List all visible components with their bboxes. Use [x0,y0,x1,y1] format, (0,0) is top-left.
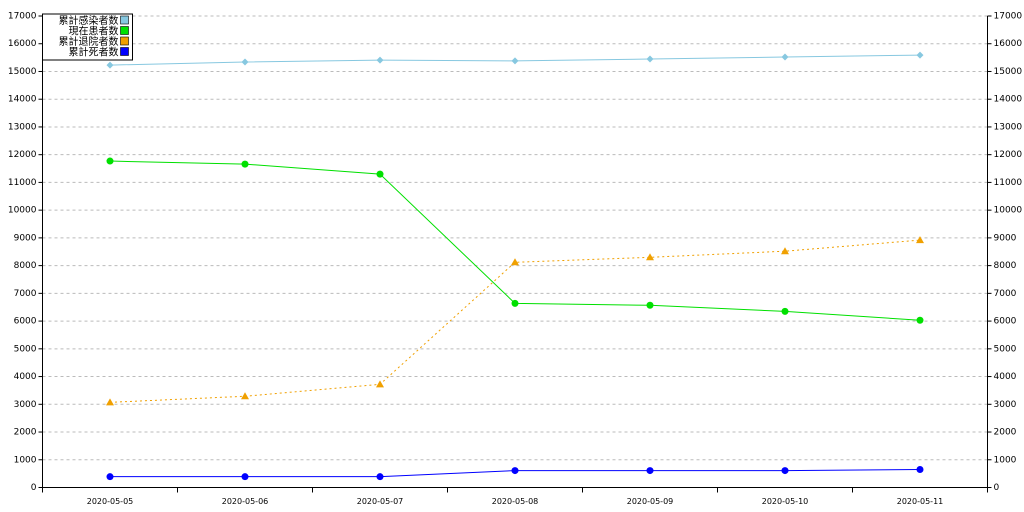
point [106,157,114,165]
x-tick-label: 2020-05-05 [87,497,134,506]
legend-swatch [120,36,129,46]
y2-tick-label: 8000 [994,261,1017,271]
y-tick-label: 17000 [8,12,37,22]
x-tick-label: 2020-05-07 [357,497,404,506]
point [376,56,384,64]
y2-tick-label: 1000 [994,455,1017,465]
point [106,473,114,481]
legend-label: 累計感染者数 [59,14,119,27]
y2-tick-label: 14000 [994,95,1023,105]
x-tick-label: 2020-05-06 [222,497,269,506]
point [511,258,519,266]
x-tick-label: 2020-05-11 [897,497,944,506]
y2-tick-label: 17000 [994,12,1023,22]
y-tick-label: 9000 [14,233,37,243]
y-tick-label: 8000 [14,261,37,271]
legend-swatch [120,47,129,56]
point [511,299,519,307]
point [646,467,654,475]
point [781,467,789,475]
y2-tick-label: 3000 [994,400,1017,410]
y2-tick-label: 13000 [994,122,1023,132]
legend-label: 累計死者数 [69,46,119,59]
y-tick-label: 4000 [14,372,37,382]
y2-tick-label: 12000 [994,150,1023,160]
y-tick-label: 13000 [8,122,37,132]
point [376,380,384,388]
y-tick-label: 10000 [8,206,37,216]
point [916,465,924,473]
x-tick-label: 2020-05-08 [492,497,539,506]
point [646,253,654,261]
x-tick-label: 2020-05-10 [762,497,809,506]
point [511,467,519,475]
y-tick-label: 6000 [14,317,37,327]
y-tick-label: 3000 [14,400,37,410]
x-tick-label: 2020-05-09 [627,497,674,506]
point [241,392,249,400]
legend-swatch [120,26,129,35]
point [916,316,924,324]
y-tick-label: 11000 [8,178,37,188]
y-tick-label: 12000 [8,150,37,160]
y-tick-label: 5000 [14,344,37,354]
y2-tick-label: 5000 [994,344,1017,354]
legend-box [42,13,133,61]
legend-label: 現在患者数 [69,25,119,38]
line [109,160,921,321]
y2-tick-label: 6000 [994,317,1017,327]
point [376,473,384,481]
y2-tick-label: 0 [994,483,1000,493]
y-tick-label: 15000 [8,67,37,77]
y2-tick-label: 7000 [994,289,1017,299]
point [646,55,654,63]
point [781,307,789,315]
point [376,170,384,178]
y2-tick-label: 10000 [994,206,1023,216]
point [781,53,789,61]
y-tick-label: 1000 [14,455,37,465]
legend-swatch [120,15,129,25]
y-tick-label: 0 [31,483,37,493]
y2-tick-label: 2000 [994,428,1017,438]
y-tick-label: 7000 [14,289,37,299]
point [781,247,789,255]
point [106,61,114,69]
y2-tick-label: 9000 [994,233,1017,243]
point [916,51,924,59]
y2-tick-label: 16000 [994,39,1023,49]
point [241,160,249,168]
point [241,58,249,66]
y2-tick-label: 4000 [994,372,1017,382]
point [646,301,654,309]
point [241,473,249,481]
y2-tick-label: 15000 [994,67,1023,77]
legend-label: 累計退院者数 [59,35,119,48]
y-tick-label: 2000 [14,428,37,438]
point [511,57,519,65]
y-tick-label: 16000 [8,39,37,49]
point [916,236,924,244]
point [106,398,114,406]
y-tick-label: 14000 [8,95,37,105]
y2-tick-label: 11000 [994,178,1023,188]
